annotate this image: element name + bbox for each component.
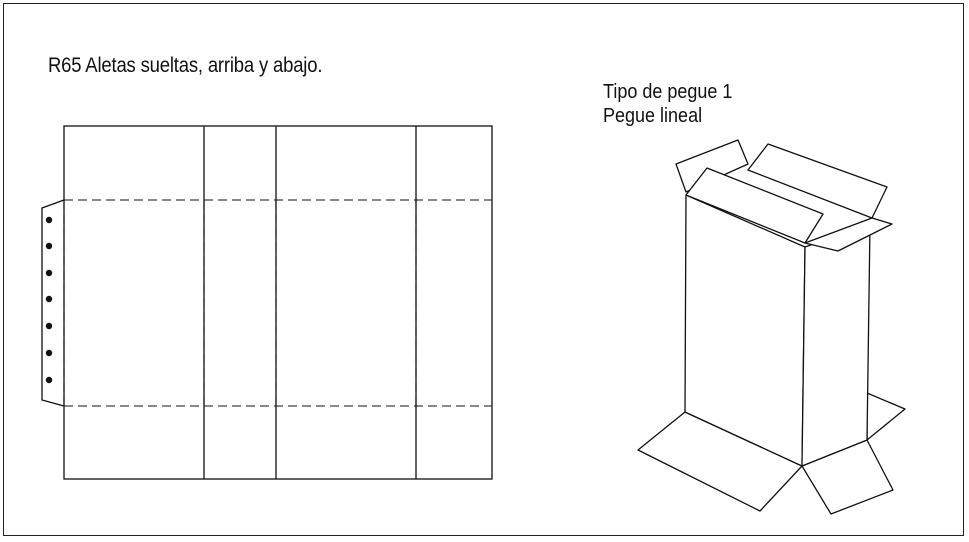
top-flap-back-right bbox=[747, 143, 888, 219]
glue-flap bbox=[41, 199, 65, 407]
bottom-flap-right bbox=[866, 392, 906, 441]
top-flap-front bbox=[685, 167, 824, 244]
diagram-title: R65 Aletas sueltas, arriba y abajo. bbox=[48, 54, 323, 77]
glue-dot bbox=[45, 216, 53, 224]
top-flap-right bbox=[804, 217, 893, 252]
box-3d bbox=[637, 139, 906, 515]
glue-dot bbox=[45, 242, 53, 250]
glue-dot bbox=[45, 376, 53, 384]
glue-dot bbox=[45, 295, 53, 303]
fold-lines bbox=[63, 199, 492, 407]
flat-template bbox=[41, 125, 493, 480]
box-right-panel bbox=[801, 223, 871, 467]
template-outline bbox=[63, 125, 493, 480]
glue-dot bbox=[45, 349, 53, 357]
diagram-frame bbox=[3, 3, 964, 536]
top-flap-back-left bbox=[675, 139, 749, 193]
glue-dot bbox=[45, 322, 53, 330]
glue-type-label: Tipo de pegue 1 bbox=[603, 81, 733, 103]
glue-style-label: Pegue lineal bbox=[603, 105, 703, 127]
glue-dot bbox=[45, 269, 53, 277]
glue-dots bbox=[45, 216, 53, 384]
